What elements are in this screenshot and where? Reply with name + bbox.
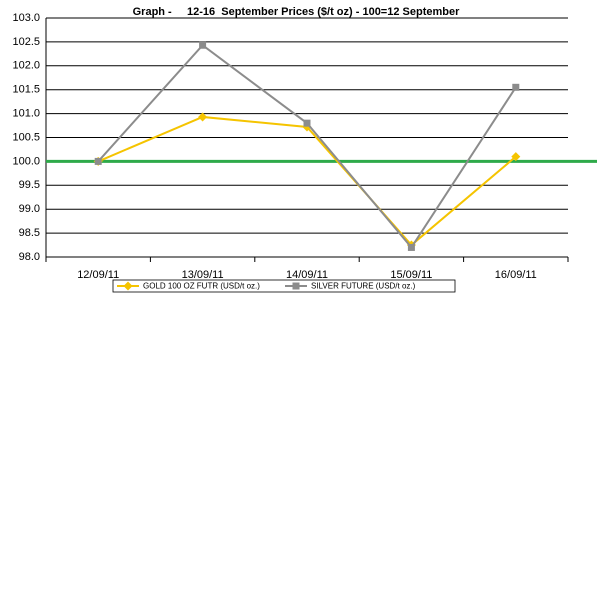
marker (199, 41, 207, 49)
marker (94, 157, 102, 165)
x-tick-label: 13/09/11 (182, 269, 224, 281)
y-tick-label: 102.0 (12, 60, 40, 72)
y-tick-label: 98.0 (19, 251, 40, 263)
y-tick-label: 99.5 (19, 179, 40, 191)
y-tick-label: 103.0 (12, 12, 40, 24)
marker (407, 243, 415, 251)
marker (292, 282, 300, 290)
chart-title: Graph - 12-16 September Prices ($/t oz) … (133, 6, 460, 18)
marker (198, 112, 208, 122)
x-tick-label: 15/09/11 (390, 269, 432, 281)
y-tick-label: 100.5 (12, 131, 40, 143)
y-tick-label: 101.0 (12, 108, 40, 120)
x-tick-label: 16/09/11 (495, 269, 537, 281)
y-tick-label: 98.5 (19, 227, 40, 239)
y-tick-label: 102.5 (12, 36, 40, 48)
marker (123, 281, 133, 291)
marker (511, 152, 521, 162)
legend-label: GOLD 100 OZ FUTR (USD/t oz.) (143, 282, 260, 291)
legend-box (112, 279, 456, 293)
y-tick-label: 101.5 (12, 84, 40, 96)
y-tick-label: 99.0 (19, 203, 40, 215)
x-tick-label: 12/09/11 (77, 269, 119, 281)
y-tick-label: 100.0 (12, 155, 40, 167)
legend-label: SILVER FUTURE (USD/t oz.) (311, 282, 416, 291)
series-line (97, 43, 517, 250)
marker (512, 83, 520, 91)
marker (303, 119, 311, 127)
series-line (97, 115, 517, 247)
x-tick-label: 14/09/11 (286, 269, 328, 281)
